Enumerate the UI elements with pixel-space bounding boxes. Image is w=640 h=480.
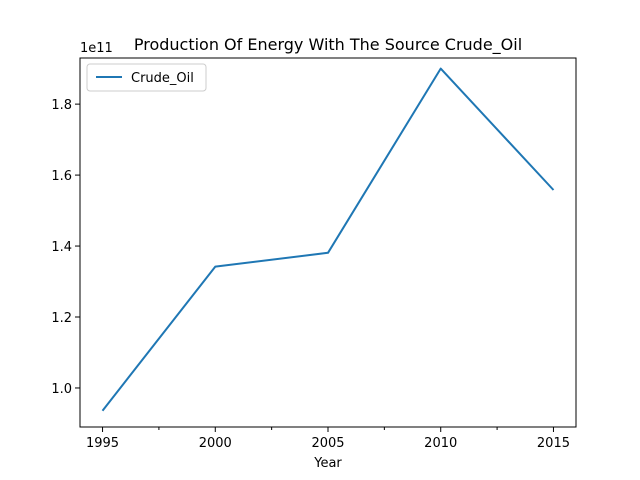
x-tick-label: 2015	[537, 436, 570, 451]
axes-frame	[79, 57, 577, 428]
x-tick-label: 1995	[86, 436, 119, 451]
x-axis-title: Year	[313, 456, 342, 471]
chart-title: Production Of Energy With The Source Cru…	[134, 35, 522, 55]
y-offset-label: 1e11	[80, 41, 113, 56]
y-tick-label: 1.4	[51, 240, 72, 255]
x-tick-label: 2005	[311, 436, 344, 451]
plot-area: 1995 2000 2005 2010 2015 1.0 1.2 1.4 1.6 1.8	[51, 57, 577, 451]
legend: Crude_Oil	[86, 63, 207, 92]
y-tick-label: 1.8	[51, 98, 72, 113]
y-tick-label: 1.0	[51, 382, 72, 397]
legend-label: Crude_Oil	[131, 71, 194, 86]
x-tick-label: 2010	[424, 436, 457, 451]
y-tick-label: 1.6	[51, 169, 72, 184]
x-tick-label: 2000	[199, 436, 232, 451]
legend-box	[86, 63, 207, 92]
series-line-crude-oil	[101, 67, 555, 412]
y-tick-label: 1.2	[51, 311, 72, 326]
